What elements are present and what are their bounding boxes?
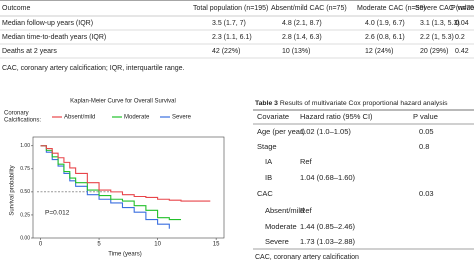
x-tick-label: 0 xyxy=(39,242,43,248)
cell: Ref xyxy=(300,206,313,215)
cell: 0.05 xyxy=(419,127,434,136)
cell: Age (per year) xyxy=(257,127,305,136)
column-header: P value xyxy=(451,5,474,12)
survival-curve xyxy=(40,145,170,229)
cell: Median time-to-death years (IQR) xyxy=(2,34,106,41)
cell: Stage xyxy=(257,142,277,151)
legend-label: Severe xyxy=(172,115,192,121)
survival-curve xyxy=(40,145,211,202)
y-tick-label: 1.00 xyxy=(20,143,30,149)
cell: 4.8 (2.1, 8.7) xyxy=(282,20,322,27)
cell: Severe xyxy=(265,237,289,246)
cell: Ref xyxy=(300,157,313,166)
cell: 0.42 xyxy=(455,48,469,55)
column-header: P value xyxy=(413,112,438,121)
y-tick-label: 0.50 xyxy=(20,189,30,195)
column-header: Moderate CAC (n=50) xyxy=(357,5,426,12)
cell: 20 (29%) xyxy=(420,48,448,55)
y-axis-label: Survival probability xyxy=(10,165,16,215)
cell: 0.2 xyxy=(455,34,465,41)
cell: 1.04 (0.68–1.60) xyxy=(300,173,356,182)
cell: 10 (13%) xyxy=(282,48,310,55)
cell: 2.8 (1.4, 6.3) xyxy=(282,34,322,41)
column-header: Hazard ratio (95% CI) xyxy=(300,112,373,121)
annotation: P=0.012 xyxy=(45,210,70,217)
x-axis-label: Time (years) xyxy=(108,252,141,258)
column-header: Covariate xyxy=(257,112,289,121)
footnote: CAC, coronary artery calcification; IQR,… xyxy=(2,65,185,72)
cell: 2.6 (0.8, 6.1) xyxy=(365,34,405,41)
survival-curve xyxy=(40,145,182,221)
cell: 42 (22%) xyxy=(212,48,240,55)
cell: 1.02 (1.0–1.05) xyxy=(300,127,351,136)
cell: Median follow-up years (IQR) xyxy=(2,20,93,27)
table-title: Table 3 Results of multivariate Cox prop… xyxy=(255,100,448,107)
column-header: Total population (n=195) xyxy=(193,5,268,12)
cell: Absent/mild xyxy=(265,206,304,215)
y-tick-label: 0.00 xyxy=(20,235,30,241)
y-tick-label: 0.75 xyxy=(20,166,30,172)
plot-frame xyxy=(32,136,225,239)
cell: 0.03 xyxy=(419,189,434,198)
cell: Deaths at 2 years xyxy=(2,48,57,55)
legend-title: Coronary xyxy=(4,111,29,117)
footnote: CAC, coronary artery calcification xyxy=(255,254,359,260)
cell: 0.04 xyxy=(455,20,469,27)
column-header: Outcome xyxy=(2,5,31,12)
x-tick-label: 15 xyxy=(213,242,220,248)
cell: 3.1 (1.3, 5.3) xyxy=(420,20,460,27)
cell: Moderate xyxy=(265,222,297,231)
cell: 1.73 (1.03–2.88) xyxy=(300,237,356,246)
cell: 2.3 (1.1, 6.1) xyxy=(212,34,252,41)
cell: CAC xyxy=(257,189,273,198)
x-tick-label: 10 xyxy=(154,242,161,248)
legend-title: Calcifications: xyxy=(4,118,41,124)
cell: 12 (24%) xyxy=(365,48,393,55)
cell: 0.8 xyxy=(419,142,429,151)
legend-label: Moderate xyxy=(124,115,150,121)
column-header: Absent/mild CAC (n=75) xyxy=(271,5,347,12)
cell: IB xyxy=(265,173,272,182)
x-tick-label: 5 xyxy=(97,242,101,248)
table-label: Table 3 xyxy=(255,100,278,107)
cell: IA xyxy=(265,157,272,166)
table-caption: Results of multivariate Cox proportional… xyxy=(280,100,448,107)
y-tick-label: 0.25 xyxy=(20,212,30,218)
cell: 3.5 (1.7, 7) xyxy=(212,20,246,27)
chart-title: Kaplan-Meier Curve for Overall Survival xyxy=(70,99,176,105)
cell: 2.2 (1, 5.3) xyxy=(420,34,454,41)
cell: 1.44 (0.85–2.46) xyxy=(300,222,356,231)
legend-label: Absent/mild xyxy=(64,115,95,121)
cell: 4.0 (1.9, 6.7) xyxy=(365,20,405,27)
column-header: Severe CAC (n=70) xyxy=(415,5,474,12)
